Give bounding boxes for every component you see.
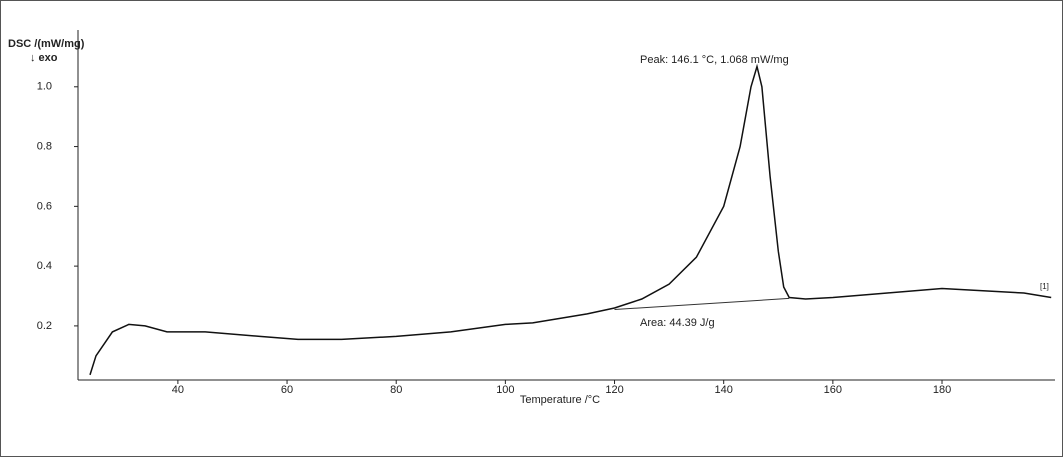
y-tick-label: 0.6	[37, 200, 52, 212]
y-tick-label: 0.2	[37, 320, 52, 332]
x-tick-label: 100	[496, 384, 514, 396]
y-tick-label: 1.0	[37, 81, 52, 93]
curve-label: [1]	[1040, 282, 1049, 291]
y-axis-label: DSC /(mW/mg)	[8, 38, 85, 50]
x-tick-label: 120	[605, 384, 623, 396]
x-tick-label: 180	[933, 384, 951, 396]
y-tick-label: 0.4	[37, 260, 52, 272]
x-tick-label: 40	[172, 384, 184, 396]
y-axis-sublabel: ↓ exo	[30, 52, 58, 64]
x-tick-label: 160	[824, 384, 842, 396]
x-tick-label: 60	[281, 384, 293, 396]
x-tick-label: 140	[715, 384, 733, 396]
area-annotation: Area: 44.39 J/g	[640, 317, 715, 329]
baseline	[614, 297, 790, 310]
dsc-curve	[89, 63, 1052, 376]
x-tick-label: 80	[390, 384, 402, 396]
y-tick-label: 0.8	[37, 140, 52, 152]
x-axis-label: Temperature /°C	[520, 394, 600, 406]
peak-annotation: Peak: 146.1 °C, 1.068 mW/mg	[640, 54, 789, 66]
